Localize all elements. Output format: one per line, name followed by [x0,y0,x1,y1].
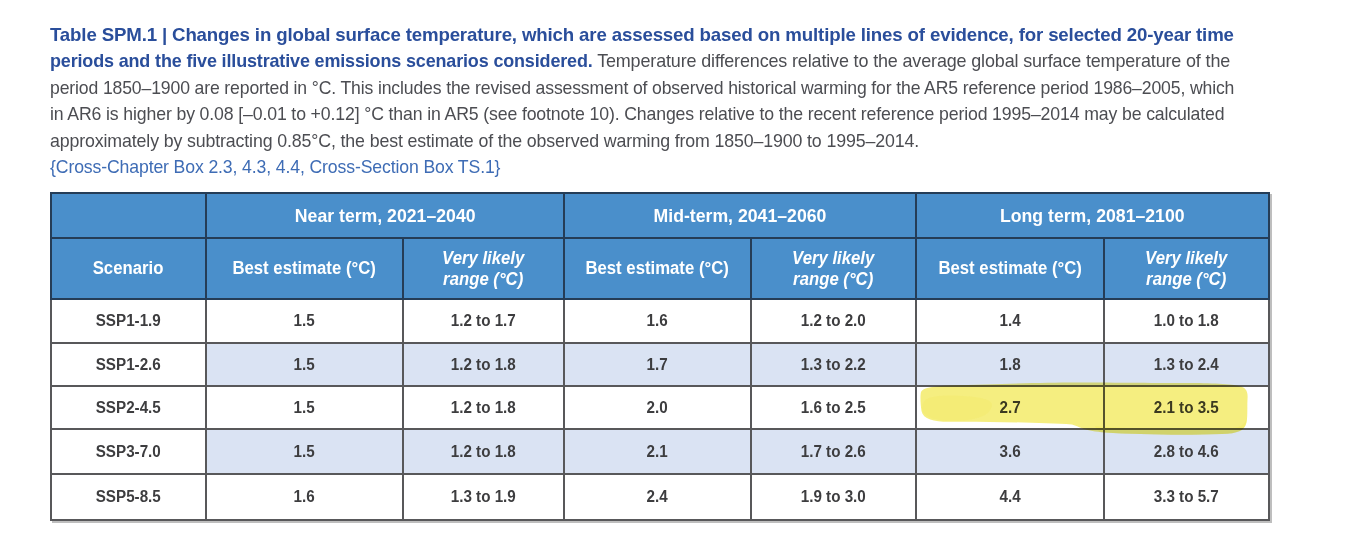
group-header-long-term: Long term, 2081–2100 [916,193,1269,238]
scenario-cell: SSP5-8.5 [51,474,206,520]
value-cell: 1.7 to 2.6 [751,429,916,474]
value-cell: 3.6 [916,429,1104,474]
table-row-SSP1-2.6: SSP1-2.61.51.2 to 1.81.71.3 to 2.21.81.3… [51,343,1269,386]
value-cell: 2.8 to 4.6 [1104,429,1269,474]
caption-line: Table SPM.1 | Changes in global surface … [50,22,1323,48]
caption-line: periods and the five illustrative emissi… [50,48,1275,74]
group-header-mid-term: Mid-term, 2041–2060 [564,193,916,238]
scenario-cell: SSP2-4.5 [51,386,206,429]
value-cell: 1.4 [916,299,1104,343]
value-cell: 1.0 to 1.8 [1104,299,1269,343]
col-header-scenario: Scenario [51,238,206,299]
value-cell: 1.2 to 2.0 [751,299,916,343]
group-header-near-term: Near term, 2021–2040 [206,193,564,238]
spm-table-wrap: Near term, 2021–2040 Mid-term, 2041–2060… [50,192,1270,521]
value-cell: 1.3 to 2.4 [1104,343,1269,386]
caption-citation: {Cross-Chapter Box 2.3, 4.3, 4.4, Cross-… [50,154,1255,180]
value-cell: 2.1 [564,429,751,474]
scenario-cell: SSP3-7.0 [51,429,206,474]
value-cell: 1.5 [206,386,403,429]
col-header-range-near: Very likelyrange (°C) [403,238,564,299]
table-row-SSP2-4.5: SSP2-4.51.51.2 to 1.82.01.6 to 2.52.72.1… [51,386,1269,429]
caption-line: period 1850–1900 are reported in °C. Thi… [50,75,1251,101]
value-cell: 3.3 to 5.7 [1104,474,1269,520]
col-header-range-long: Very likelyrange (°C) [1104,238,1269,299]
value-cell: 1.2 to 1.8 [403,429,564,474]
col-header-best-mid: Best estimate (°C) [564,238,751,299]
col-header-range-mid: Very likelyrange (°C) [751,238,916,299]
caption-line: in AR6 is higher by 0.08 [–0.01 to +0.12… [50,101,1257,127]
value-cell: 1.3 to 1.9 [403,474,564,520]
value-cell: 1.5 [206,343,403,386]
value-cell: 2.7 [916,386,1104,429]
corner-cell [51,193,206,238]
value-cell: 1.9 to 3.0 [751,474,916,520]
value-cell: 1.7 [564,343,751,386]
value-cell: 4.4 [916,474,1104,520]
table-caption: Table SPM.1 | Changes in global surface … [50,22,1346,180]
caption-line: approximately by subtracting 0.85°C, the… [50,128,1263,154]
spm-table: Near term, 2021–2040 Mid-term, 2041–2060… [50,192,1270,521]
value-cell: 1.6 [564,299,751,343]
value-cell: 2.4 [564,474,751,520]
col-header-best-near: Best estimate (°C) [206,238,403,299]
table-row-SSP5-8.5: SSP5-8.51.61.3 to 1.92.41.9 to 3.04.43.3… [51,474,1269,520]
value-cell: 1.2 to 1.8 [403,343,564,386]
scenario-cell: SSP1-2.6 [51,343,206,386]
value-cell: 2.0 [564,386,751,429]
value-cell: 1.2 to 1.8 [403,386,564,429]
value-cell: 1.6 [206,474,403,520]
value-cell: 1.8 [916,343,1104,386]
value-cell: 1.5 [206,429,403,474]
value-cell: 1.6 to 2.5 [751,386,916,429]
value-cell: 1.2 to 1.7 [403,299,564,343]
value-cell: 2.1 to 3.5 [1104,386,1269,429]
col-header-best-long: Best estimate (°C) [916,238,1104,299]
table-row-SSP1-1.9: SSP1-1.91.51.2 to 1.71.61.2 to 2.01.41.0… [51,299,1269,343]
table-row-SSP3-7.0: SSP3-7.01.51.2 to 1.82.11.7 to 2.63.62.8… [51,429,1269,474]
scenario-cell: SSP1-1.9 [51,299,206,343]
value-cell: 1.5 [206,299,403,343]
value-cell: 1.3 to 2.2 [751,343,916,386]
